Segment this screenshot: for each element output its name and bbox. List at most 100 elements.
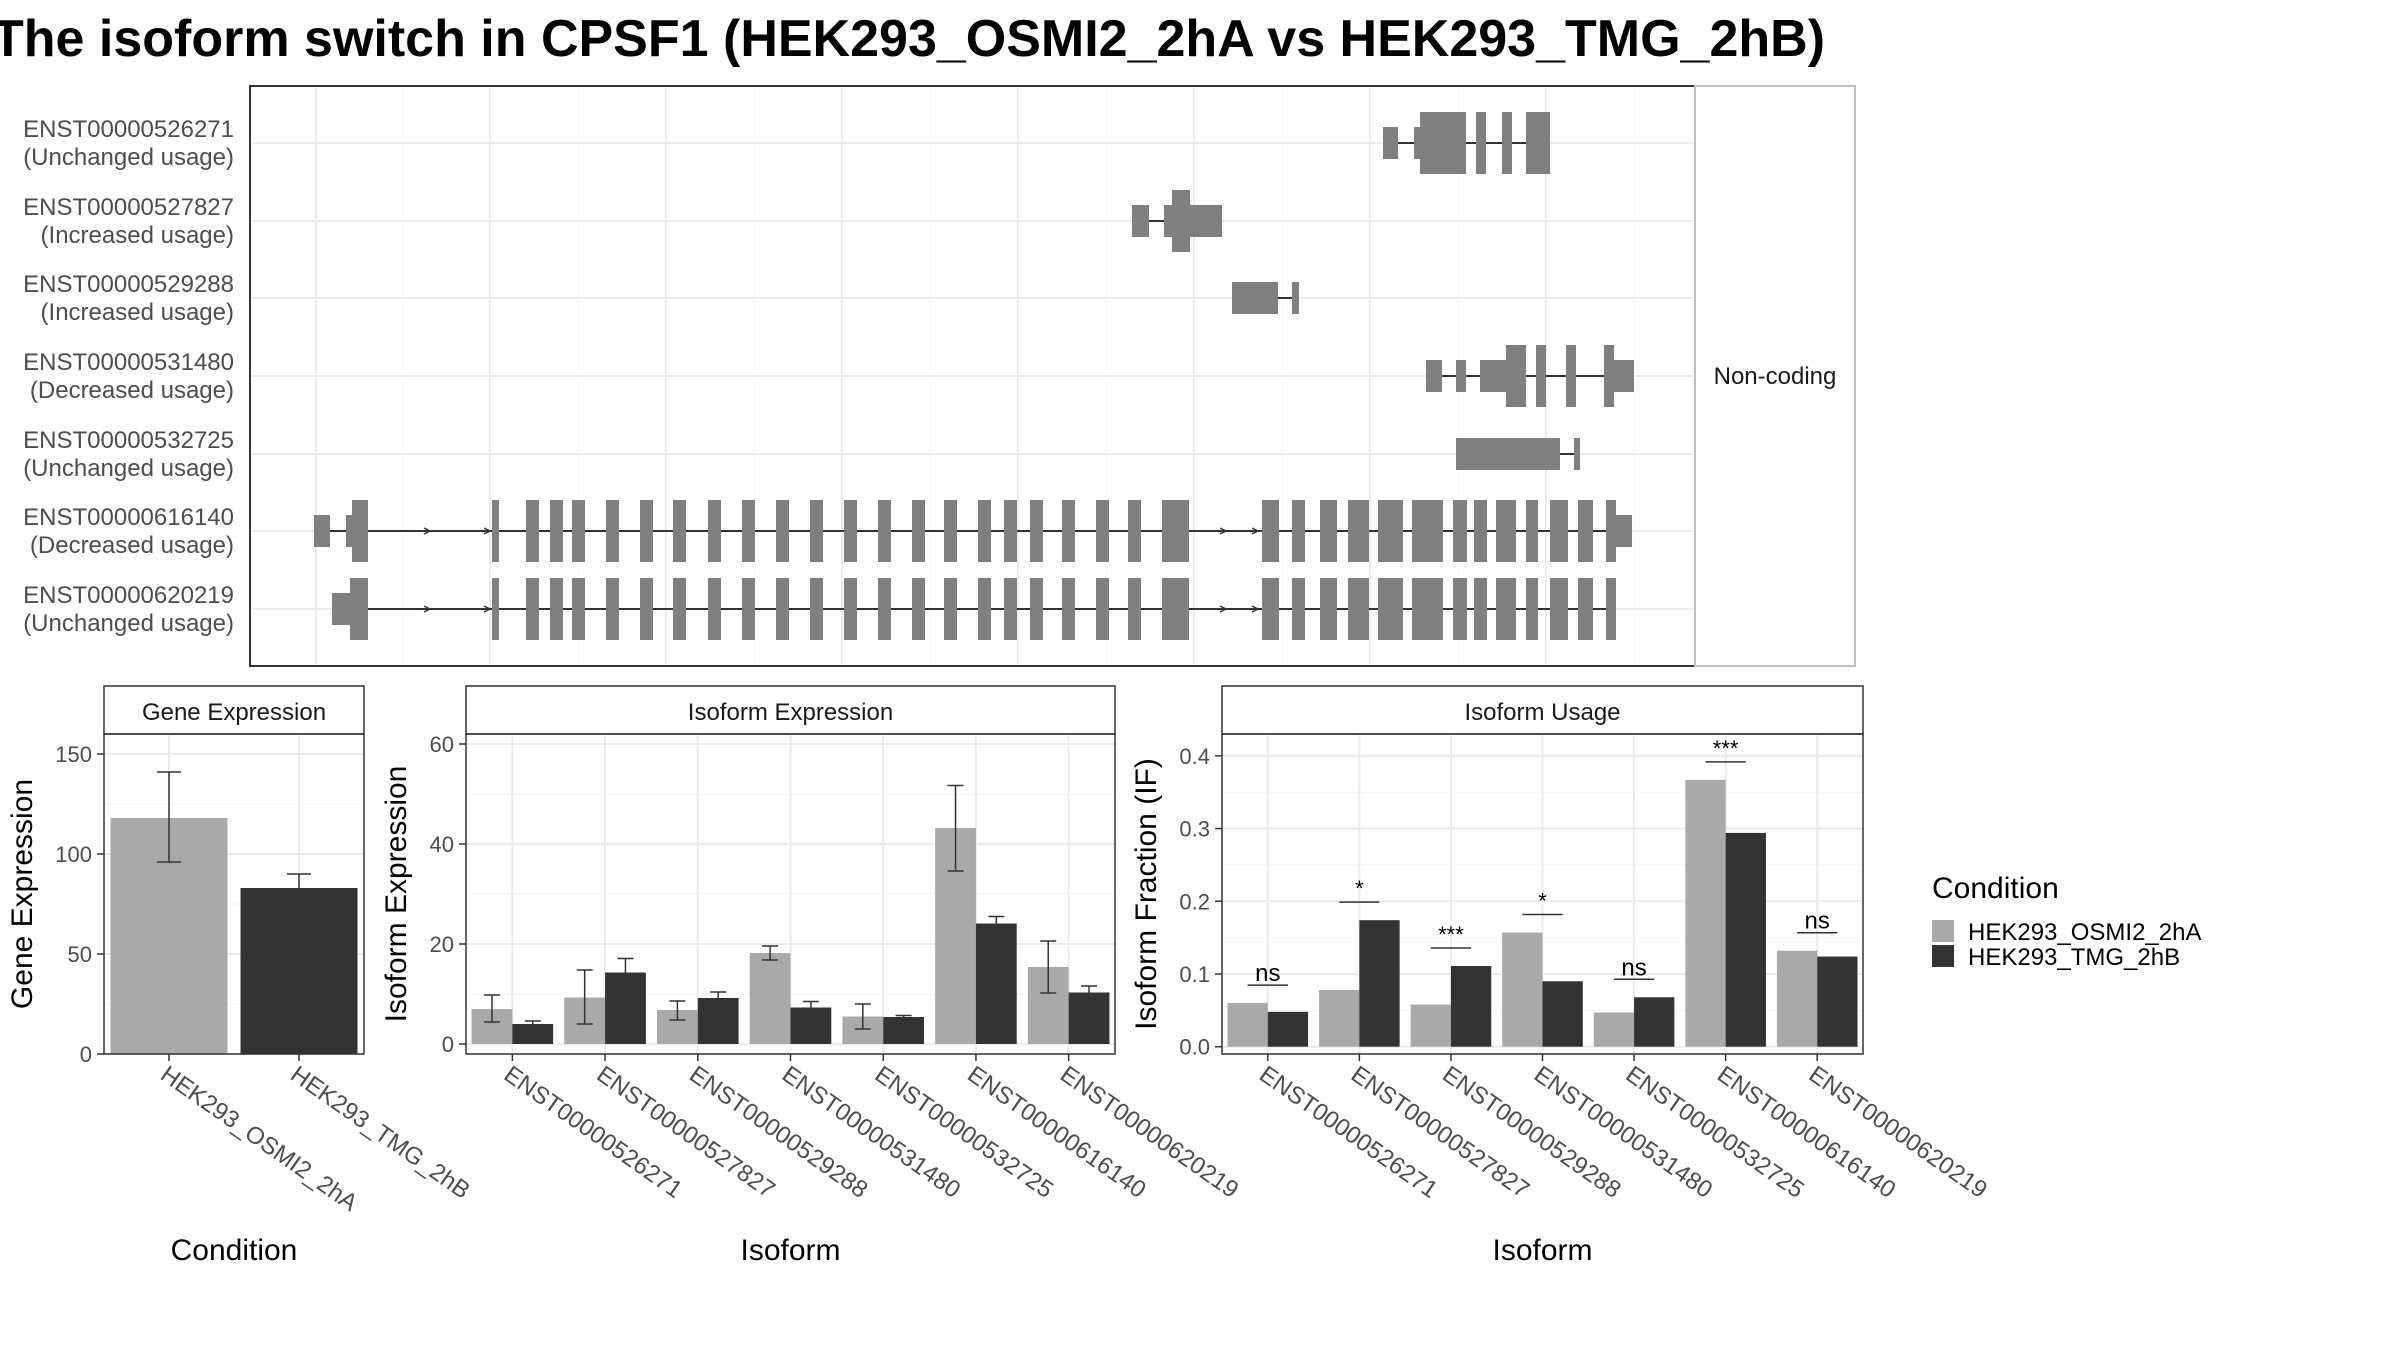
cds-exon — [606, 578, 619, 640]
facet-strip-title: Isoform Usage — [1464, 699, 1620, 726]
isoform-status-label: (Unchanged usage) — [23, 144, 234, 171]
bar-osmi2 — [1593, 1012, 1635, 1047]
isoform-structure-ENST00000531480 — [1426, 345, 1634, 407]
cds-exon — [1536, 345, 1546, 407]
utr-exon — [1232, 282, 1278, 314]
significance-label: ns — [1805, 908, 1830, 935]
bar-tmg — [1068, 992, 1110, 1044]
cds-exon — [978, 500, 991, 562]
cds-exon — [1606, 500, 1616, 562]
significance-label: *** — [1438, 922, 1464, 947]
y-tick-label: 0 — [80, 1042, 92, 1067]
cds-exon — [878, 578, 891, 640]
utr-exon — [332, 593, 350, 625]
cds-exon — [1378, 500, 1403, 562]
isoform-status-label: (Unchanged usage) — [23, 455, 234, 482]
cds-exon — [1506, 345, 1526, 407]
bar-tmg — [1725, 832, 1766, 1047]
cds-exon — [1062, 578, 1075, 640]
y-tick-label: 0.0 — [1179, 1035, 1210, 1060]
cds-exon — [1162, 500, 1189, 562]
cds-exon — [1578, 578, 1593, 640]
cds-exon — [742, 578, 755, 640]
cds-exon — [640, 500, 653, 562]
utr-exon — [1614, 360, 1624, 392]
isoform-expression-chart: Isoform Expression0204060ENST00000526271… — [380, 685, 1243, 1267]
bar-tmg — [975, 923, 1017, 1044]
strand-arrow — [423, 527, 432, 535]
strand-arrow — [1219, 605, 1228, 613]
utr-exon — [1456, 438, 1560, 470]
bar-osmi2 — [749, 953, 791, 1044]
cds-exon — [1578, 500, 1593, 562]
bar-tmg — [697, 998, 739, 1044]
legend-title: Condition — [1932, 872, 2059, 905]
cds-exon — [1096, 578, 1109, 640]
cds-exon — [1378, 578, 1403, 640]
cds-exon — [1030, 500, 1043, 562]
cds-exon — [1526, 500, 1538, 562]
utr-exon — [1190, 205, 1222, 237]
bar-tmg — [512, 1024, 554, 1044]
y-tick-label: 0.1 — [1179, 962, 1210, 987]
utr-exon — [1164, 205, 1172, 237]
y-tick-label: 50 — [68, 942, 92, 967]
y-tick-label: 0 — [442, 1032, 454, 1057]
isoform-id-label: ENST00000527827 — [23, 194, 234, 221]
isoform-structure-ENST00000529288 — [1232, 282, 1299, 314]
isoform-id-label: ENST00000529288 — [23, 271, 234, 298]
utr-exon — [1292, 282, 1299, 314]
cds-exon — [1262, 578, 1279, 640]
cds-exon — [944, 500, 957, 562]
strand-arrow — [483, 527, 492, 535]
y-tick-label: 60 — [430, 732, 454, 757]
structure-facet-label: Non-coding — [1714, 363, 1837, 390]
cds-exon — [572, 500, 585, 562]
bar — [240, 888, 358, 1054]
isoform-id-label: ENST00000531480 — [23, 349, 234, 376]
isoform-id-label: ENST00000620219 — [23, 582, 234, 609]
cds-exon — [1320, 578, 1337, 640]
isoform-features — [314, 112, 1634, 640]
cds-exon — [1476, 112, 1486, 174]
isoform-id-label: ENST00000616140 — [23, 504, 234, 531]
cds-exon — [810, 578, 823, 640]
facet-strip-title: Isoform Expression — [688, 699, 893, 726]
cds-exon — [810, 500, 823, 562]
utr-exon — [1616, 515, 1632, 547]
y-tick-label: 0.2 — [1179, 889, 1210, 914]
bar-osmi2 — [1685, 779, 1726, 1047]
facet-strip — [103, 685, 365, 735]
y-tick-label: 100 — [55, 842, 92, 867]
legend-swatch-osmi2 — [1932, 920, 1954, 942]
cds-exon — [1474, 578, 1487, 640]
cds-exon — [1526, 578, 1538, 640]
cds-exon — [350, 578, 368, 640]
cds-exon — [1292, 578, 1305, 640]
y-axis-title: Isoform Fraction (IF) — [1130, 758, 1163, 1030]
cds-exon — [1550, 500, 1568, 562]
bar-tmg — [1267, 1011, 1309, 1047]
isoform-structure-ENST00000620219 — [332, 578, 1616, 640]
bar-tmg — [1450, 966, 1492, 1047]
cds-exon — [944, 578, 957, 640]
bar-osmi2 — [1227, 1003, 1268, 1047]
utr-exon — [1624, 360, 1634, 392]
isoform-id-label: ENST00000526271 — [23, 116, 234, 143]
cds-exon — [1096, 500, 1109, 562]
cds-exon — [1502, 112, 1512, 174]
utr-exon — [1426, 360, 1442, 392]
y-tick-label: 0.3 — [1179, 817, 1210, 842]
cds-exon — [492, 500, 499, 562]
cds-exon — [1162, 578, 1189, 640]
cds-exon — [492, 578, 499, 640]
isoform-structure-ENST00000526271 — [1383, 112, 1550, 174]
isoform-structure-ENST00000532725 — [1456, 438, 1580, 470]
cds-exon — [1030, 578, 1043, 640]
cds-exon — [844, 500, 857, 562]
cds-exon — [1348, 578, 1369, 640]
y-axis-title: Gene Expression — [6, 779, 39, 1009]
isoform-structure-ENST00000527827 — [1132, 190, 1222, 252]
cds-exon — [673, 500, 686, 562]
y-axis-title: Isoform Expression — [380, 766, 413, 1023]
